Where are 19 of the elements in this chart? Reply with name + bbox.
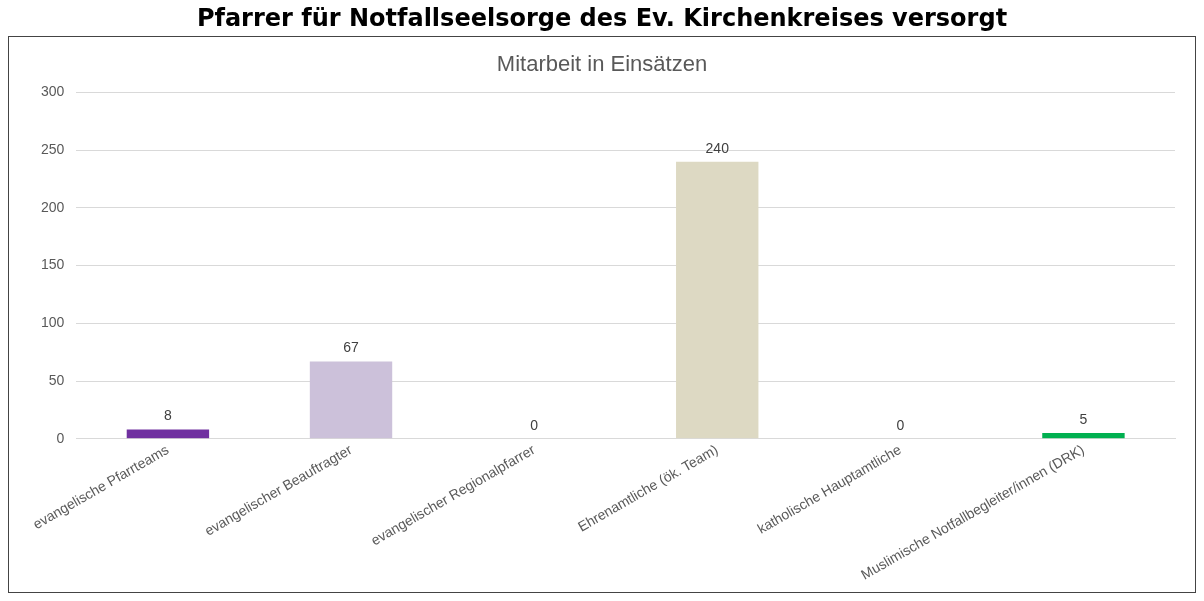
y-tick-label: 50 xyxy=(48,371,65,388)
data-label: 8 xyxy=(164,407,173,424)
data-label: 240 xyxy=(705,139,730,156)
data-label: 5 xyxy=(1079,410,1088,427)
y-tick-label: 200 xyxy=(41,198,65,215)
text: Pfarrer für Notfallseelsorge des Ev. Kirchenkreises versorgt xyxy=(195,3,1009,34)
y-tick-label: 300 xyxy=(41,83,65,100)
bar xyxy=(1042,433,1125,439)
y-tick-label: 150 xyxy=(41,256,65,273)
data-label: 0 xyxy=(896,416,905,433)
y-tick-label: 250 xyxy=(41,141,65,157)
data-label: 0 xyxy=(530,416,539,433)
bar xyxy=(676,161,759,439)
chart-title: Mitarbeit in Einsätzen xyxy=(496,51,708,77)
y-tick-label: 100 xyxy=(41,314,65,331)
bar xyxy=(126,429,210,439)
y-tick-label: 0 xyxy=(56,429,65,446)
bar xyxy=(309,361,393,439)
data-label: 67 xyxy=(343,339,360,356)
